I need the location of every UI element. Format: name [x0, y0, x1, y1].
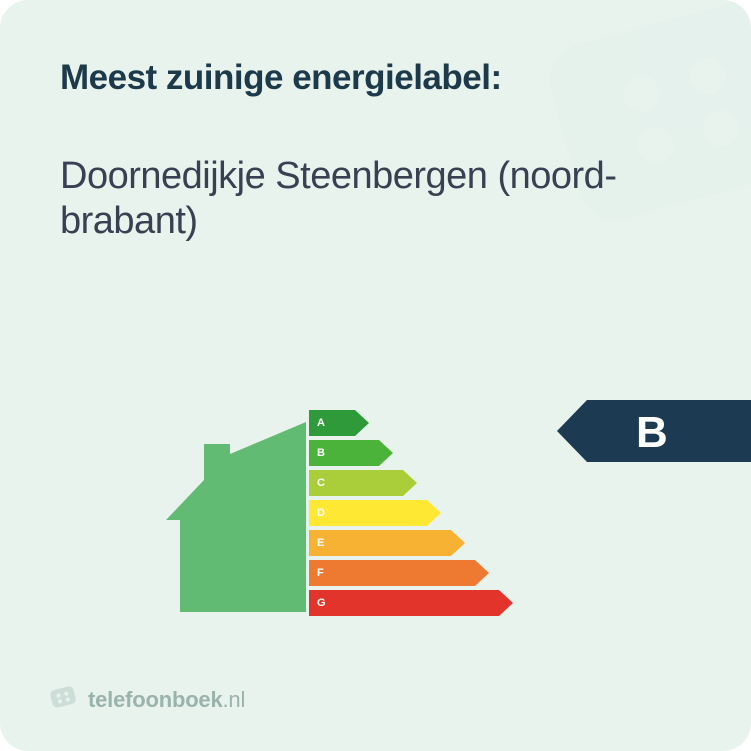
energy-bar-a: A	[309, 410, 513, 436]
bar-label: B	[317, 447, 325, 459]
card: Meest zuinige energielabel: Doornedijkje…	[0, 0, 751, 751]
energy-bar-b: B	[309, 440, 513, 466]
page-title: Meest zuinige energielabel:	[60, 58, 691, 98]
brand-text: telefoonboek.nl	[88, 687, 245, 713]
energy-bar-e: E	[309, 530, 513, 556]
bar-label: F	[317, 567, 324, 579]
brand-name: telefoonboek	[88, 687, 223, 712]
energy-bar-c: C	[309, 470, 513, 496]
energy-bar-g: G	[309, 590, 513, 616]
location-text: Doornedijkje Steenbergen (noord-brabant)	[60, 154, 691, 244]
energy-bar-d: D	[309, 500, 513, 526]
energy-bar-f: F	[309, 560, 513, 586]
bar-label: D	[317, 507, 325, 519]
bar-label: E	[317, 537, 324, 549]
selected-label-letter: B	[636, 408, 668, 458]
content: Meest zuinige energielabel: Doornedijkje…	[0, 0, 751, 244]
house-icon	[166, 422, 306, 617]
bar-label: G	[317, 597, 326, 609]
bar-label: C	[317, 477, 325, 489]
energy-bars: A B C D E F G	[309, 410, 513, 620]
brand-icon	[48, 682, 78, 717]
brand-tld: .nl	[223, 687, 246, 712]
footer: telefoonboek.nl	[48, 682, 245, 717]
energy-label-chart: A B C D E F G	[166, 400, 751, 635]
bar-label: A	[317, 417, 325, 429]
